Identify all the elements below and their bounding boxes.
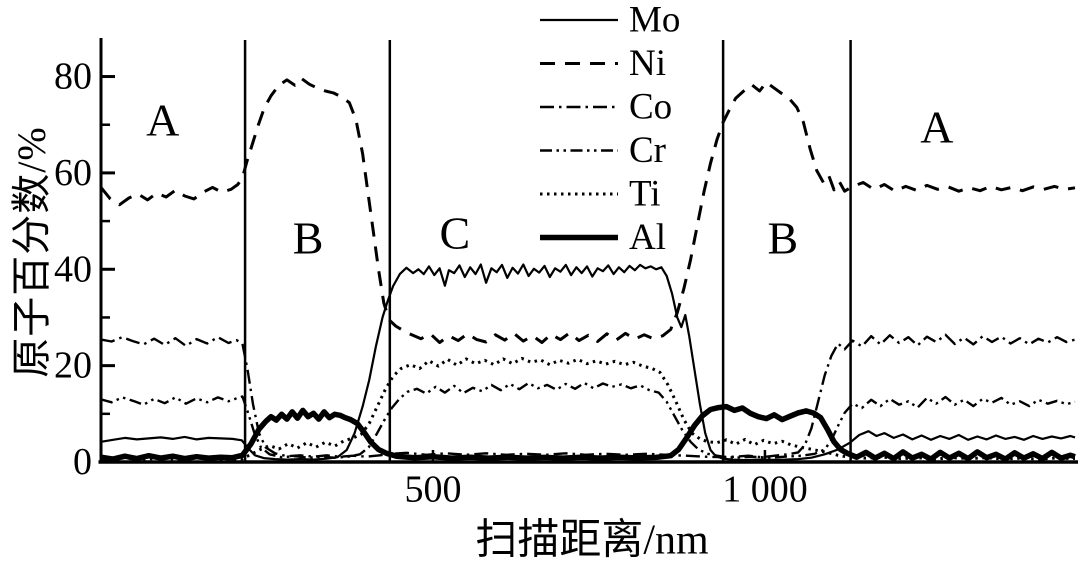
series-line-al [100, 403, 1076, 462]
series-line-co [100, 333, 1076, 459]
region-label: A [146, 94, 179, 145]
y-tick-label: 40 [54, 248, 92, 290]
y-tick-label: 80 [54, 56, 92, 98]
series-line-ni [99, 77, 1076, 344]
region-label: C [440, 208, 471, 259]
x-tick-label: 500 [404, 468, 461, 510]
legend-label-co: Co [629, 87, 672, 128]
y-axis-title: 原子百分数/% [9, 126, 54, 378]
region-label: A [920, 102, 953, 153]
legend-label-al: Al [629, 217, 666, 258]
legend-label-cr: Cr [629, 130, 666, 171]
y-tick-label: 0 [73, 441, 92, 483]
series-line-cr [100, 381, 1076, 459]
x-axis-title: 扫描距离/nm [475, 517, 709, 562]
legend-label-mo: Mo [629, 0, 680, 41]
legend-label-ni: Ni [629, 43, 666, 84]
legend-label-ti: Ti [629, 174, 661, 215]
region-label: B [768, 212, 799, 263]
y-tick-label: 60 [54, 152, 92, 194]
region-label: B [293, 212, 324, 263]
series-line-ti [100, 356, 1076, 462]
x-tick-label: 1 000 [722, 468, 808, 510]
y-tick-label: 20 [54, 345, 92, 387]
series-line-mo [100, 263, 1076, 462]
